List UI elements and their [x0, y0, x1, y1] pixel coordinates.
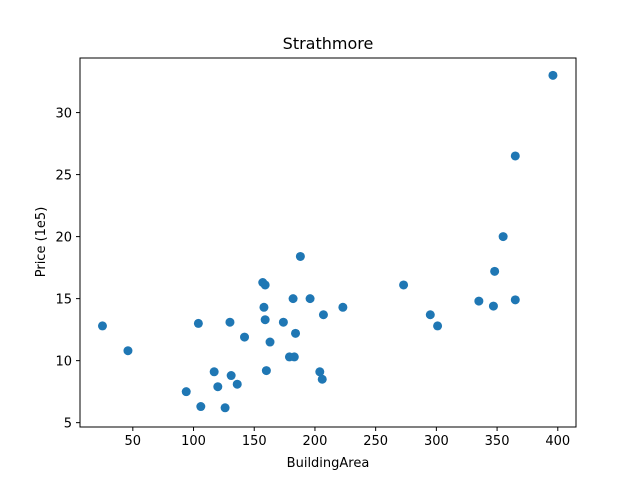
- data-point-13: [259, 302, 269, 312]
- data-point-3: [193, 318, 203, 328]
- data-point-5: [209, 367, 219, 377]
- data-point-10: [232, 379, 242, 389]
- y-tick-label-10: 10: [55, 355, 72, 370]
- data-point-17: [265, 337, 275, 347]
- data-point-36: [510, 151, 520, 161]
- data-point-25: [315, 367, 325, 377]
- data-point-7: [220, 403, 230, 413]
- data-point-23: [295, 251, 305, 261]
- data-point-28: [338, 302, 348, 312]
- data-point-35: [498, 232, 508, 242]
- y-tick-label-25: 25: [55, 169, 72, 184]
- data-point-37: [510, 295, 520, 305]
- data-point-15: [260, 280, 270, 290]
- x-tick-label-400: 400: [545, 434, 570, 449]
- data-point-4: [196, 402, 206, 412]
- y-tick-label-5: 5: [64, 417, 72, 432]
- data-point-21: [289, 352, 299, 362]
- data-point-33: [488, 301, 498, 311]
- x-tick-label-250: 250: [363, 434, 388, 449]
- x-tick-label-50: 50: [125, 434, 142, 449]
- data-point-29: [399, 280, 409, 290]
- x-tick-label-100: 100: [181, 434, 206, 449]
- data-point-27: [318, 310, 328, 320]
- y-tick-label-15: 15: [55, 293, 72, 308]
- data-point-26: [317, 374, 327, 384]
- data-point-11: [240, 332, 250, 342]
- data-point-24: [305, 294, 315, 304]
- data-point-20: [288, 294, 298, 304]
- data-point-31: [433, 321, 443, 331]
- data-point-8: [225, 317, 235, 327]
- y-tick-label-30: 30: [55, 107, 72, 122]
- plot-frame: [79, 57, 577, 428]
- data-point-6: [213, 382, 223, 392]
- y-tick-label-20: 20: [55, 231, 72, 246]
- x-tick-label-350: 350: [485, 434, 510, 449]
- data-point-30: [425, 310, 435, 320]
- data-point-14: [260, 315, 270, 325]
- data-point-22: [291, 328, 301, 338]
- data-point-0: [97, 321, 107, 331]
- data-point-2: [181, 387, 191, 397]
- x-tick-label-150: 150: [242, 434, 267, 449]
- data-point-32: [474, 296, 484, 306]
- data-point-16: [261, 366, 271, 376]
- x-axis-label: BuildingArea: [287, 456, 370, 471]
- chart-title: Strathmore: [283, 34, 374, 53]
- x-tick-label-300: 300: [424, 434, 449, 449]
- plot-area: 50 100 150 200 250 300 350 400 5 10 15 20 25 30: [55, 57, 577, 449]
- data-point-9: [226, 371, 236, 381]
- data-point-1: [123, 346, 133, 356]
- data-point-38: [548, 70, 558, 80]
- data-point-18: [278, 317, 288, 327]
- y-axis-label: Price (1e5): [34, 207, 49, 278]
- data-point-34: [490, 266, 500, 276]
- x-tick-label-200: 200: [303, 434, 328, 449]
